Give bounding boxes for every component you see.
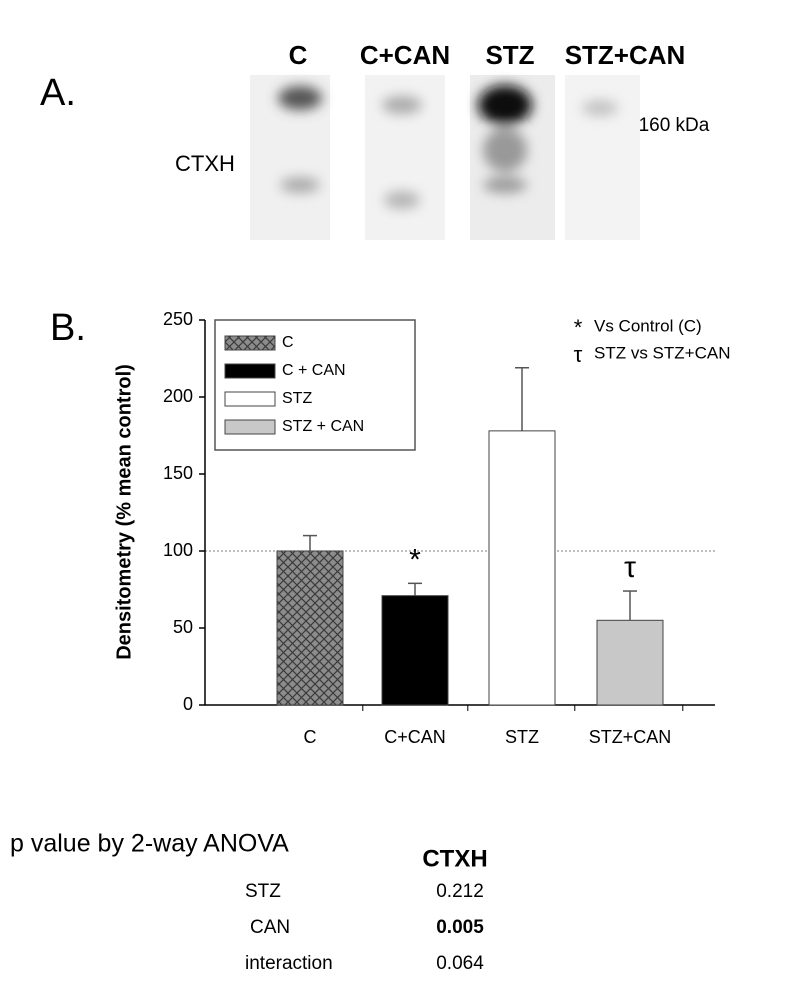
y-tick-label: 150 [163,463,193,483]
y-tick-label: 0 [183,694,193,714]
panel-label: A. [40,72,76,114]
x-tick-label: C+CAN [384,727,446,747]
bar [381,595,449,706]
table-row-value: 0.064 [436,953,484,974]
table-row-label: CAN [250,917,290,938]
legend-label: C + CAN [282,362,346,379]
y-axis-label: Densitometry (% mean control) [113,364,135,660]
table-row-value: 0.212 [436,881,484,902]
bar [276,550,344,706]
table-row-value: 0.005 [436,917,484,938]
blot [250,75,640,240]
y-tick-label: 200 [163,386,193,406]
note-text: Vs Control (C) [594,316,702,335]
legend-label: STZ [282,390,312,407]
legend-swatch [224,335,276,351]
table-title: p value by 2-way ANOVA [10,830,289,858]
lane-label: C+CAN [360,40,450,70]
legend-swatch [224,363,276,379]
panel-label: B. [50,307,86,349]
y-tick-label: 250 [163,309,193,329]
table-row-label: STZ [245,881,281,902]
table-header: CTXH [422,845,487,872]
x-tick-label: STZ+CAN [589,727,672,747]
note-symbol: τ [574,342,583,367]
row-label: CTXH [175,151,235,176]
x-tick-label: C [304,727,317,747]
bar [488,430,556,706]
size-marker: –160 kDa [628,115,710,136]
y-tick-label: 100 [163,540,193,560]
lane-label: C [289,40,308,70]
y-tick-label: 50 [173,617,193,637]
bar [596,619,664,706]
x-tick-label: STZ [505,727,539,747]
legend-swatch [224,391,276,407]
lane-label: STZ+CAN [565,40,686,70]
legend-label: C [282,334,294,351]
significance-marker: * [409,543,421,576]
significance-marker: τ [624,551,636,584]
table-row-label: interaction [245,953,333,974]
note-text: STZ vs STZ+CAN [594,343,730,362]
legend-swatch [224,419,276,435]
lane-label: STZ [485,40,534,70]
legend-label: STZ + CAN [282,418,364,435]
note-symbol: * [574,315,583,340]
